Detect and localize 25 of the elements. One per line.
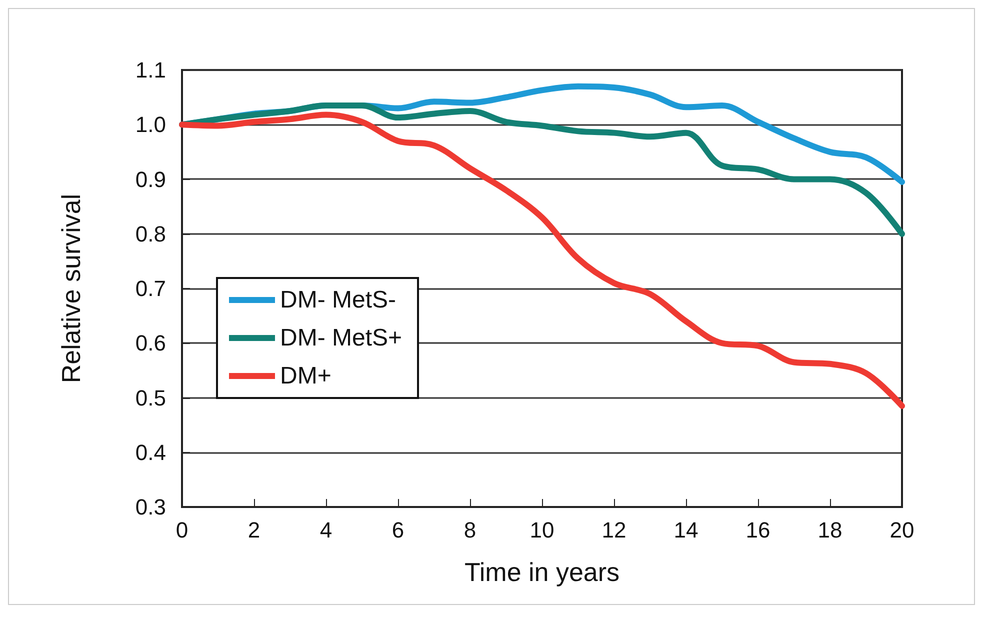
- legend-label: DM+: [280, 362, 332, 390]
- y-tick-label: 0.9: [135, 166, 166, 192]
- x-tick-label: 6: [392, 518, 404, 542]
- y-tick-label: 1.1: [135, 58, 166, 82]
- y-tick-label: 0.8: [135, 221, 166, 246]
- x-tick-label: 18: [818, 518, 842, 542]
- x-tick-label: 8: [464, 518, 476, 542]
- y-tick-label: 0.5: [135, 385, 166, 410]
- x-tick-label: 4: [320, 518, 332, 542]
- y-tick-label: 1.0: [135, 112, 166, 138]
- y-tick-label: 0.6: [135, 330, 166, 356]
- y-tick-label: 0.4: [135, 440, 166, 465]
- x-tick-label: 0: [176, 518, 188, 542]
- x-tick-label: 14: [674, 518, 698, 542]
- y-tick-label: 0.3: [135, 494, 166, 520]
- legend-label: DM- MetS+: [280, 324, 402, 352]
- y-axis-title: Relative survival: [56, 194, 86, 384]
- x-tick-label: 2: [248, 518, 260, 542]
- x-tick-label: 16: [746, 518, 770, 542]
- y-tick-label: 0.7: [135, 276, 166, 301]
- x-axis-title: Time in years: [464, 557, 620, 587]
- x-tick-label: 10: [530, 518, 554, 542]
- legend-label: DM- MetS-: [280, 286, 396, 314]
- x-tick-label: 12: [602, 518, 626, 542]
- x-tick-label: 20: [890, 518, 914, 542]
